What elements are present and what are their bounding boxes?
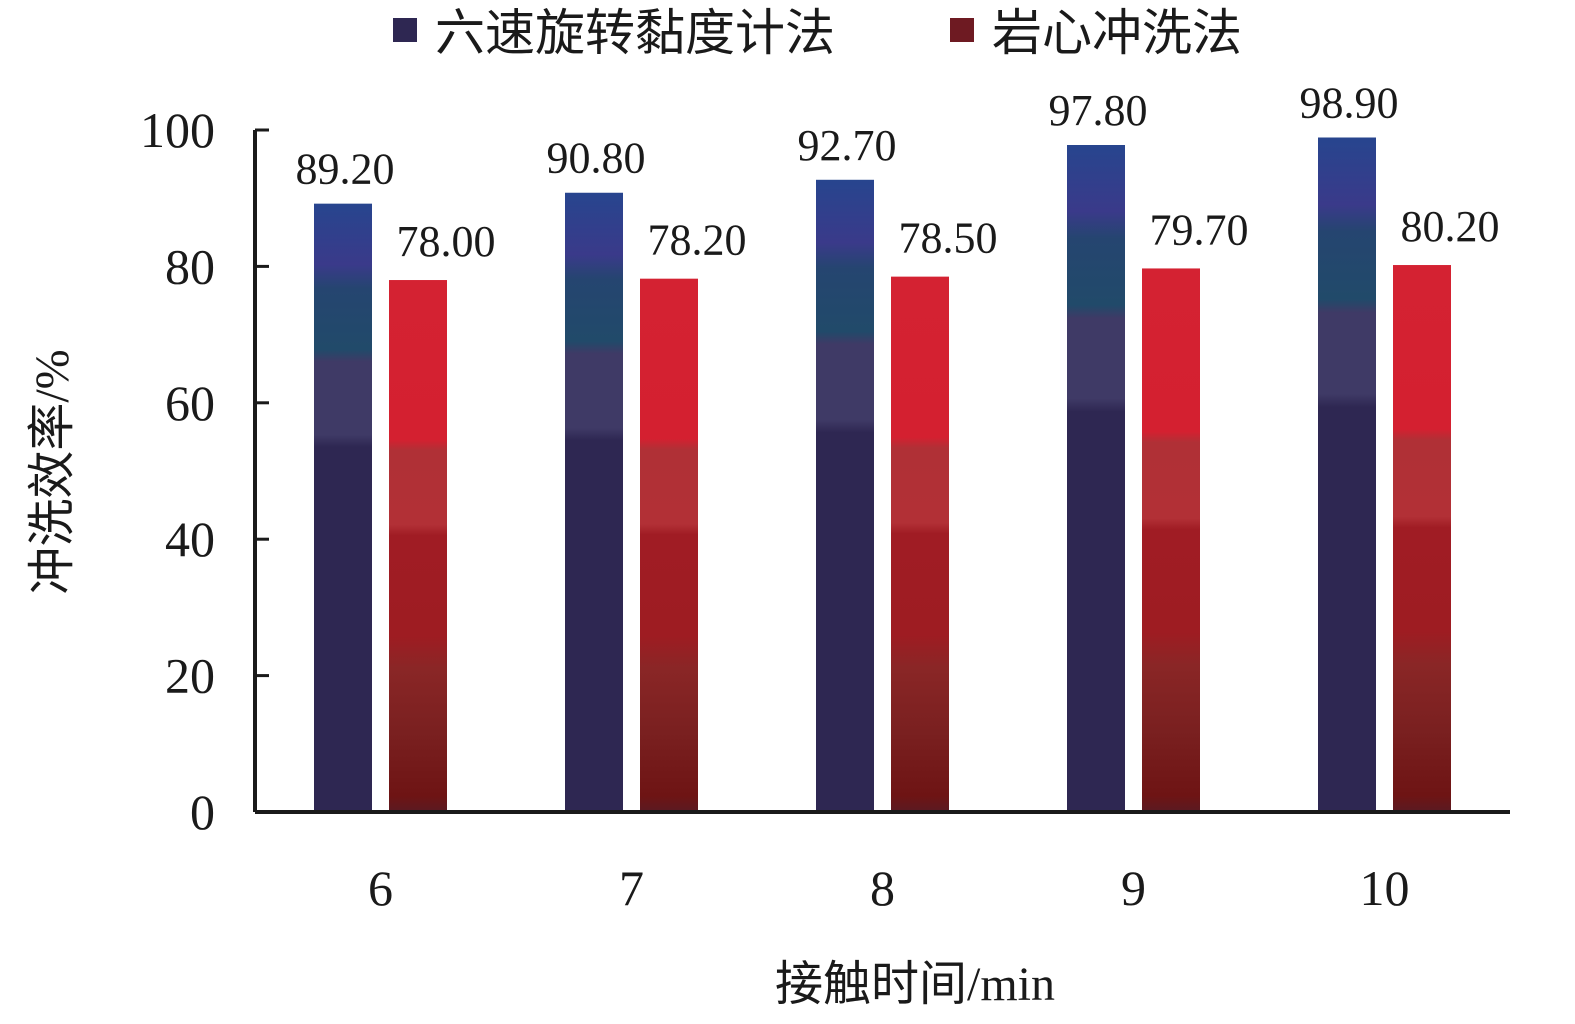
bars [314, 137, 1451, 812]
y-axis-title: 冲洗效率/% [26, 349, 79, 594]
x-tick-label: 9 [1121, 860, 1146, 916]
legend: 六速旋转黏度计法 岩心冲洗法 [393, 5, 1242, 61]
x-tick-label: 6 [368, 860, 393, 916]
data-label-series-2: 79.70 [1150, 205, 1249, 254]
data-label-series-1: 92.70 [798, 121, 897, 170]
bar-series-2 [1142, 268, 1200, 812]
data-label-series-1: 90.80 [547, 134, 646, 183]
y-axis-ticks: 0 20 40 60 80 100 [140, 102, 269, 840]
y-tick-label: 80 [165, 238, 215, 294]
x-tick-label: 10 [1360, 860, 1410, 916]
bar-series-2 [389, 280, 447, 812]
x-axis-title: 接触时间/min [775, 958, 1055, 1011]
y-tick-label: 20 [165, 648, 215, 704]
x-tick-label: 8 [870, 860, 895, 916]
bar-series-1 [1318, 137, 1376, 812]
bar-series-1 [1067, 145, 1125, 812]
bar-series-1 [816, 179, 874, 812]
x-tick-label: 7 [619, 860, 644, 916]
data-label-series-1: 89.20 [296, 145, 395, 194]
bar-series-1 [565, 192, 623, 812]
y-tick-label: 40 [165, 511, 215, 567]
x-axis-ticks: 6 7 8 9 10 [368, 860, 1410, 916]
y-tick-label: 0 [190, 784, 215, 840]
legend-label-series-1: 六速旋转黏度计法 [435, 5, 835, 61]
data-label-series-1: 97.80 [1049, 86, 1148, 135]
data-label-series-2: 78.50 [899, 214, 998, 263]
bar-series-2 [640, 278, 698, 812]
axes [253, 130, 1510, 814]
legend-swatch-series-2 [950, 18, 974, 42]
legend-label-series-2: 岩心冲洗法 [992, 5, 1242, 61]
data-label-series-2: 78.00 [397, 217, 496, 266]
data-label-series-2: 78.20 [648, 216, 747, 265]
legend-swatch-series-1 [393, 18, 417, 42]
bar-series-1 [314, 203, 372, 812]
bar-series-2 [1393, 265, 1451, 812]
y-tick-label: 60 [165, 375, 215, 431]
bar-series-2 [891, 276, 949, 812]
data-label-series-1: 98.90 [1300, 79, 1399, 128]
y-tick-label: 100 [140, 102, 215, 158]
data-label-series-2: 80.20 [1401, 202, 1500, 251]
